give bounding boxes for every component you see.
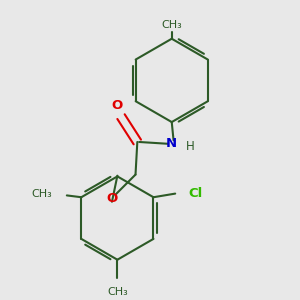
Text: N: N xyxy=(166,137,177,150)
Text: H: H xyxy=(185,140,194,153)
Text: O: O xyxy=(112,99,123,112)
Text: CH₃: CH₃ xyxy=(32,189,52,199)
Text: CH₃: CH₃ xyxy=(107,287,128,297)
Text: O: O xyxy=(106,192,118,205)
Text: CH₃: CH₃ xyxy=(161,20,182,30)
Text: Cl: Cl xyxy=(188,187,202,200)
